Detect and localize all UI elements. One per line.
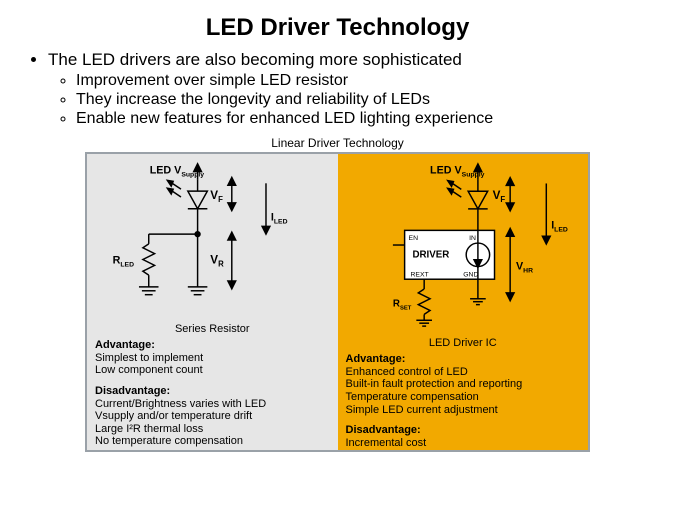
page-title: LED Driver Technology	[20, 14, 655, 42]
bullet-sub: They increase the longevity and reliabil…	[76, 91, 655, 109]
svg-text:ILED: ILED	[271, 211, 288, 225]
dis-item: Current/Brightness varies with LED	[95, 398, 266, 410]
figure-title: Linear Driver Technology	[20, 136, 655, 150]
bullet-main-text: The LED drivers are also becoming more s…	[48, 50, 462, 69]
adv-item: Simplest to implement	[95, 352, 203, 364]
svg-text:VF: VF	[492, 189, 505, 204]
svg-text:RSET: RSET	[392, 299, 411, 312]
adv-item: Low component count	[95, 364, 203, 376]
svg-text:RLED: RLED	[113, 254, 134, 268]
adv-item: Simple LED current adjustment	[346, 404, 498, 416]
dis-header: Disadvantage:	[346, 424, 421, 436]
svg-text:DRIVER: DRIVER	[412, 250, 449, 261]
circuit-left: LED VSupply VF VR ILED RLED	[95, 160, 330, 318]
svg-text:VR: VR	[210, 253, 224, 268]
bullet-sublist: Improvement over simple LED resistor The…	[48, 72, 655, 128]
bullet-main: The LED drivers are also becoming more s…	[48, 50, 655, 128]
adv-item: Built-in fault protection and reporting	[346, 378, 523, 390]
svg-text:IN: IN	[469, 235, 476, 242]
dis-item: Incremental cost	[346, 437, 427, 449]
text-left: Advantage: Simplest to implement Low com…	[95, 339, 330, 448]
svg-text:EN: EN	[408, 235, 418, 242]
svg-text:ILED: ILED	[551, 219, 568, 233]
dis-item: No temperature compensation	[95, 435, 243, 447]
svg-text:GND: GND	[463, 271, 478, 278]
figure: LED VSupply VF VR ILED RLED Series Resis…	[85, 152, 590, 452]
bullet-list: The LED drivers are also becoming more s…	[20, 50, 655, 128]
adv-item: Temperature compensation	[346, 391, 479, 403]
svg-text:VF: VF	[210, 189, 223, 204]
bullet-sub: Improvement over simple LED resistor	[76, 72, 655, 90]
caption-right: LED Driver IC	[346, 337, 581, 349]
dis-item: Vsupply and/or temperature drift	[95, 410, 252, 422]
panel-series-resistor: LED VSupply VF VR ILED RLED Series Resis…	[87, 154, 338, 450]
bullet-sub: Enable new features for enhanced LED lig…	[76, 110, 655, 128]
adv-item: Enhanced control of LED	[346, 366, 468, 378]
caption-left: Series Resistor	[95, 323, 330, 335]
adv-header: Advantage:	[346, 353, 406, 365]
dis-item: Large I²R thermal loss	[95, 423, 203, 435]
svg-text:REXT: REXT	[410, 271, 429, 278]
circuit-right: LED VSupply VF VHR ILED RSET DRIVER EN I…	[346, 160, 581, 332]
dis-header: Disadvantage:	[95, 385, 170, 397]
svg-text:VHR: VHR	[516, 260, 533, 274]
panel-driver-ic: LED VSupply VF VHR ILED RSET DRIVER EN I…	[338, 154, 589, 450]
adv-header: Advantage:	[95, 339, 155, 351]
text-right: Advantage: Enhanced control of LED Built…	[346, 353, 581, 449]
